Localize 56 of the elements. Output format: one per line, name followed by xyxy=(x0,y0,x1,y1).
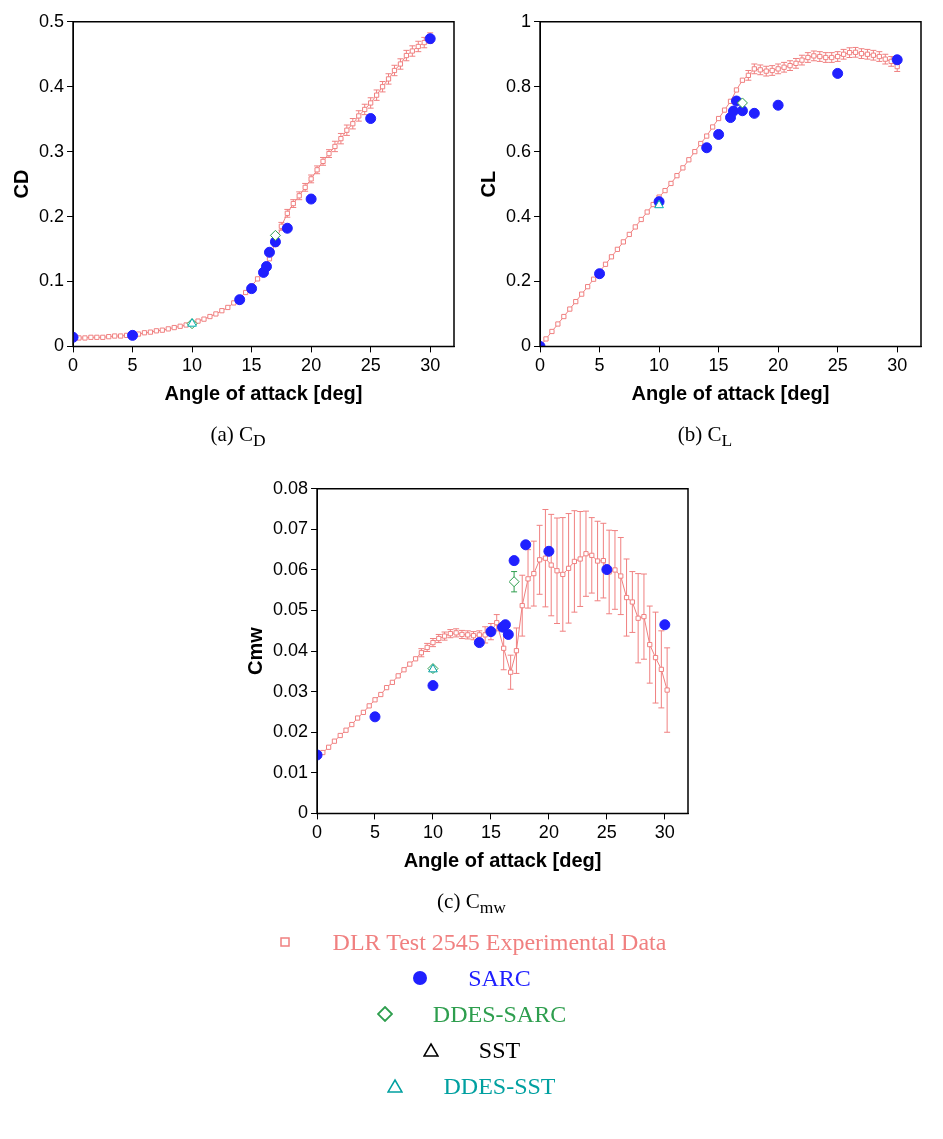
x-axis-title: Angle of attack [deg] xyxy=(631,381,830,404)
y-tick-label: 0.01 xyxy=(272,761,308,782)
x-axis-title: Angle of attack [deg] xyxy=(403,848,601,871)
y-tick-label: 0.6 xyxy=(505,140,532,161)
y-tick-label: 0.04 xyxy=(272,640,308,661)
y-axis-title: Cmw xyxy=(243,626,266,676)
x-tick-label: 15 xyxy=(241,355,262,376)
y-tick-label: 0 xyxy=(54,335,65,356)
x-axis-title: Angle of attack [deg] xyxy=(164,381,363,404)
x-tick-label: 25 xyxy=(360,355,381,376)
x-tick-label: 10 xyxy=(422,822,443,843)
x-tick-label: 30 xyxy=(420,355,441,376)
y-tick-label: 0.2 xyxy=(505,270,532,291)
y-tick-label: 0.3 xyxy=(38,140,65,161)
x-tick-label: 30 xyxy=(654,822,675,843)
y-tick-label: 0.06 xyxy=(272,559,308,580)
x-tick-label: 10 xyxy=(182,355,203,376)
y-tick-label: 0.07 xyxy=(272,518,308,539)
x-tick-label: 20 xyxy=(301,355,322,376)
legend-label: DDES-SARC xyxy=(432,1000,567,1028)
y-tick-label: 0.4 xyxy=(38,75,65,96)
y-tick-label: 0.4 xyxy=(505,205,532,226)
legend-label: SARC xyxy=(468,964,531,992)
legend-label: DLR Test 2545 Experimental Data xyxy=(332,928,667,956)
y-tick-label: 0.08 xyxy=(272,477,308,498)
y-tick-label: 0.05 xyxy=(272,599,308,620)
legend-label: SST xyxy=(478,1036,521,1064)
x-tick-label: 5 xyxy=(127,355,138,376)
y-tick-label: 0.03 xyxy=(272,680,308,701)
y-axis-title: CD xyxy=(9,169,32,199)
y-tick-label: 0.8 xyxy=(505,75,532,96)
x-tick-label: 0 xyxy=(535,355,546,376)
x-tick-label: 5 xyxy=(369,822,380,843)
x-tick-label: 20 xyxy=(768,355,789,376)
text: (b) C$_{L}$ xyxy=(677,422,733,452)
x-tick-label: 25 xyxy=(827,355,848,376)
x-tick-label: 5 xyxy=(594,355,605,376)
y-axis-title: CL xyxy=(476,170,499,198)
y-tick-label: 0 xyxy=(297,802,308,823)
text: (a) C$_{D}$ xyxy=(210,422,266,452)
x-tick-label: 15 xyxy=(708,355,729,376)
x-tick-label: 0 xyxy=(311,822,322,843)
y-tick-label: 0.02 xyxy=(272,721,308,742)
x-tick-label: 0 xyxy=(68,355,79,376)
y-tick-label: 0 xyxy=(521,335,532,356)
y-tick-label: 1 xyxy=(521,10,532,31)
y-tick-label: 0.2 xyxy=(38,205,65,226)
legend-label: DDES-SST xyxy=(443,1072,556,1100)
y-tick-label: 0.1 xyxy=(38,270,65,291)
x-tick-label: 10 xyxy=(649,355,670,376)
y-tick-label: 0.5 xyxy=(38,10,65,31)
x-tick-label: 30 xyxy=(887,355,908,376)
x-tick-label: 15 xyxy=(480,822,501,843)
text: (c) C$_{mw}$ xyxy=(437,889,506,919)
x-tick-label: 20 xyxy=(538,822,559,843)
x-tick-label: 25 xyxy=(596,822,617,843)
